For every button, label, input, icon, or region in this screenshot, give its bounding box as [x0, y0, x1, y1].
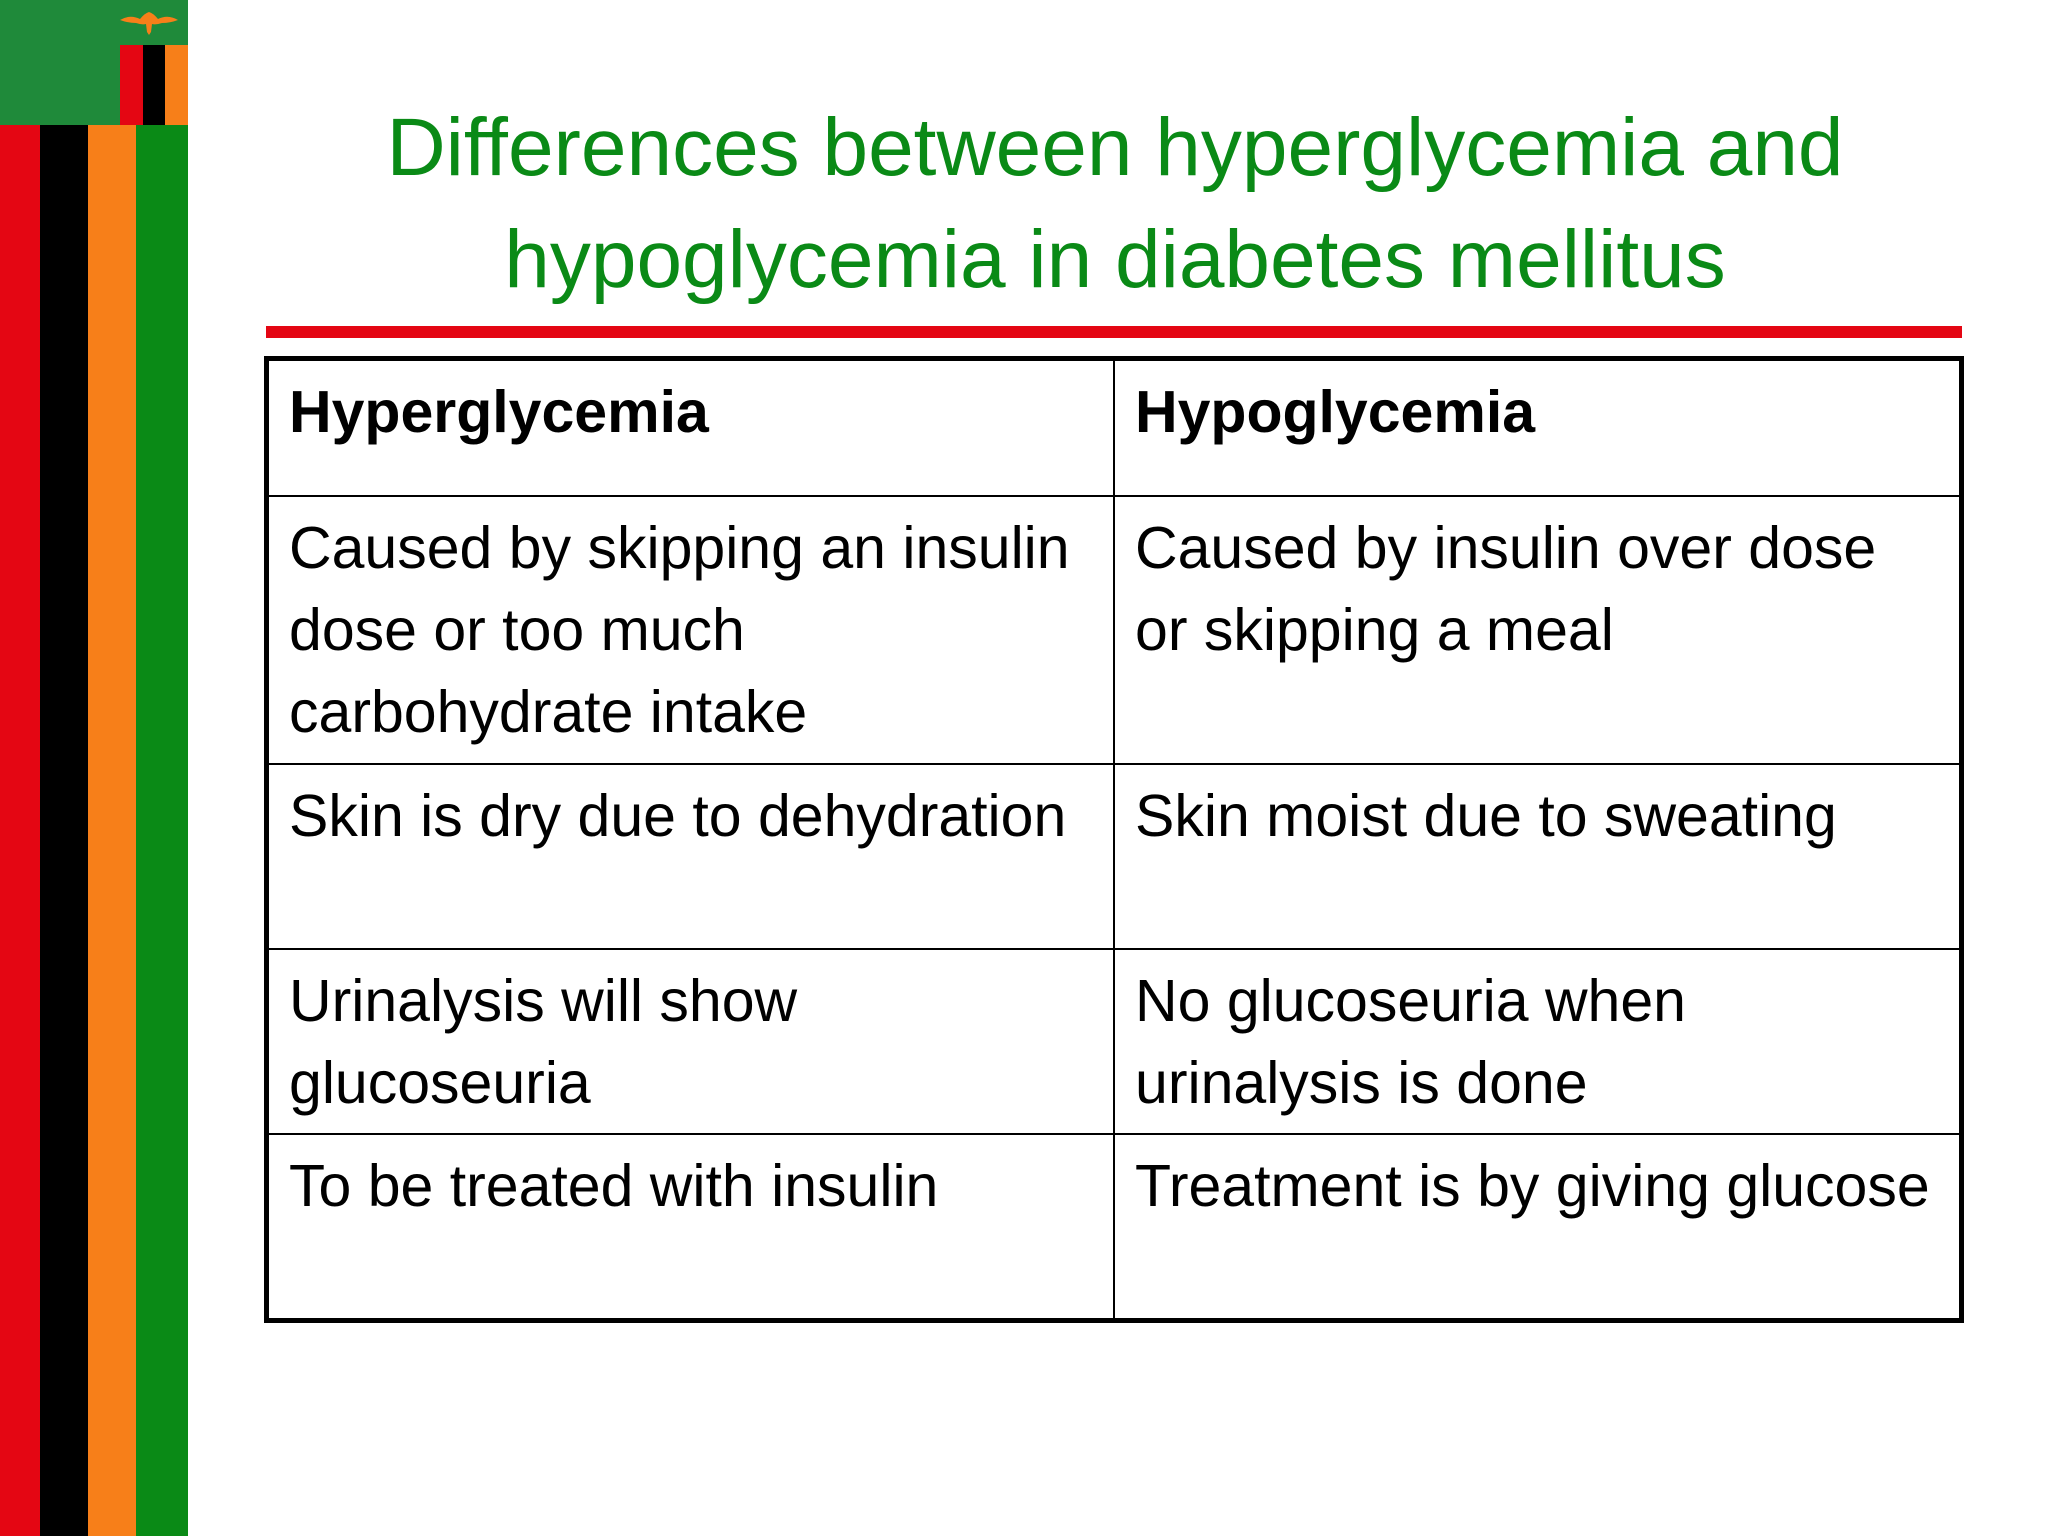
flag-mini-stripes — [120, 45, 189, 125]
table-cell: Skin moist due to sweating — [1113, 763, 1963, 950]
black-stripe — [40, 125, 88, 1536]
page-title: Differences between hyperglycemia and hy… — [270, 92, 1960, 316]
orange-stripe — [88, 125, 136, 1536]
header-hyperglycemia: Hyperglycemia — [265, 357, 1115, 497]
table-header-row: Hyperglycemia Hypoglycemia — [265, 357, 1963, 497]
eagle-icon — [120, 12, 178, 35]
title-underline — [266, 326, 1962, 338]
table-cell: Caused by skipping an insulin dose or to… — [265, 495, 1115, 765]
flag-decoration — [0, 0, 189, 125]
table-cell: Caused by insulin over dose or skipping … — [1113, 495, 1963, 765]
red-stripe — [0, 125, 40, 1536]
table-cell: Treatment is by giving glucose — [1113, 1133, 1963, 1322]
green-stripe — [136, 125, 188, 1536]
header-hypoglycemia: Hypoglycemia — [1113, 357, 1963, 497]
table-cell: No glucoseuria when urinalysis is done — [1113, 948, 1963, 1135]
table-row: Urinalysis will show glucoseuria No gluc… — [265, 948, 1963, 1135]
title-line-2: hypoglycemia in diabetes mellitus — [504, 214, 1726, 305]
table-cell: Skin is dry due to dehydration — [265, 763, 1115, 950]
table-cell: Urinalysis will show glucoseuria — [265, 948, 1115, 1135]
comparison-table: Hyperglycemia Hypoglycemia Caused by ski… — [264, 356, 1964, 1323]
title-line-1: Differences between hyperglycemia and — [386, 102, 1844, 193]
table-cell: To be treated with insulin — [265, 1133, 1115, 1322]
table-row: Caused by skipping an insulin dose or to… — [265, 495, 1963, 765]
color-stripes — [0, 125, 188, 1536]
table-row: To be treated with insulin Treatment is … — [265, 1133, 1963, 1322]
table-row: Skin is dry due to dehydration Skin mois… — [265, 763, 1963, 950]
